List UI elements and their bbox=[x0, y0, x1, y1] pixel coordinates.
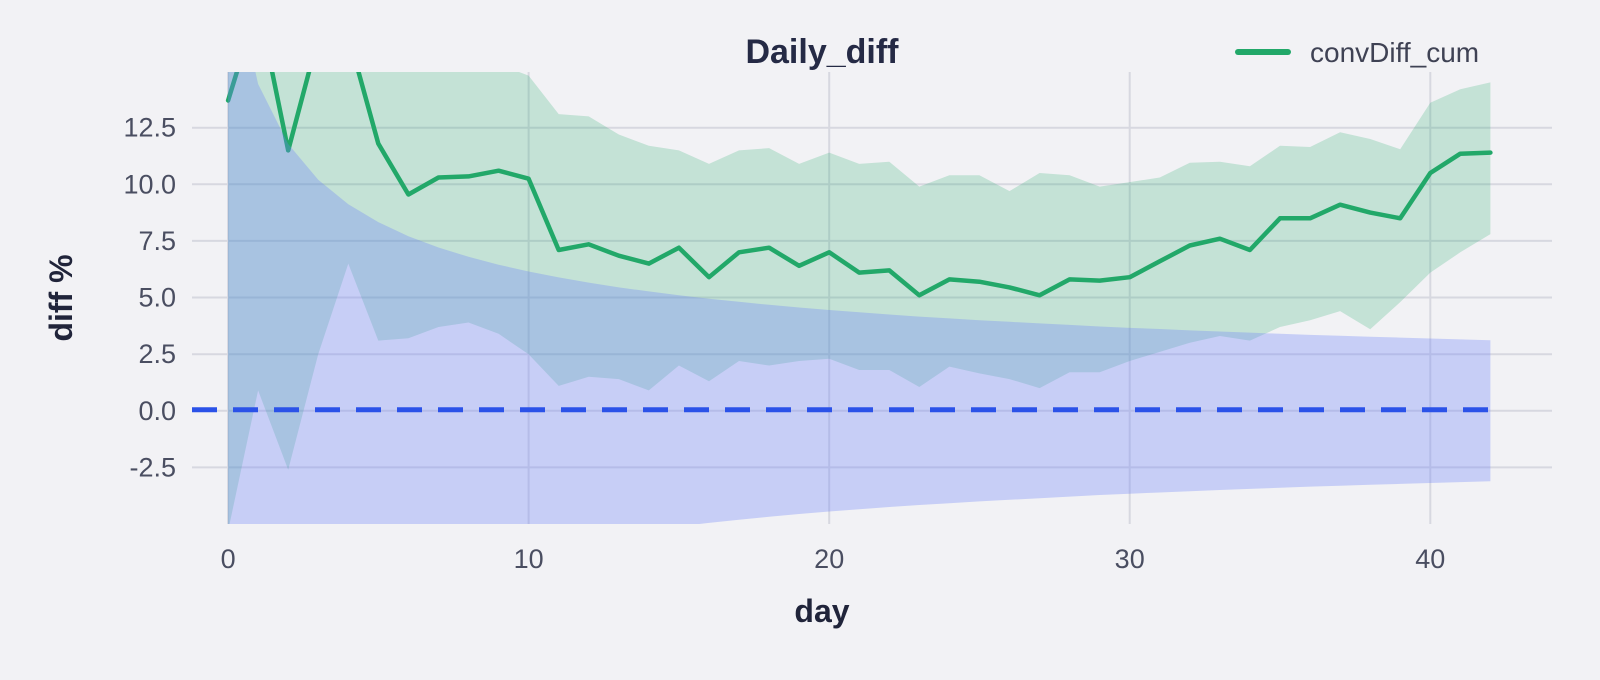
y-tick-label: 7.5 bbox=[138, 226, 176, 256]
plot-area bbox=[192, 72, 1500, 524]
y-tick-label: 2.5 bbox=[138, 339, 176, 369]
legend[interactable]: convDiff_cum bbox=[1235, 37, 1479, 68]
y-tick-label: 0.0 bbox=[138, 396, 176, 426]
convdiff-cum-line bbox=[225, 72, 1493, 298]
y-tick-label: 12.5 bbox=[123, 113, 176, 143]
x-axis-tick-labels: 0 10 20 30 40 bbox=[221, 544, 1446, 574]
y-axis-tick-labels: 12.5 10.0 7.5 5.0 2.5 0.0 -2.5 bbox=[123, 113, 176, 483]
legend-label[interactable]: convDiff_cum bbox=[1310, 37, 1479, 68]
y-tick-label: 5.0 bbox=[138, 283, 176, 313]
y-tick-label: 10.0 bbox=[123, 169, 176, 199]
chart-title: Daily_diff bbox=[745, 33, 899, 71]
x-tick-label: 0 bbox=[221, 544, 236, 574]
x-axis-title: day bbox=[794, 593, 849, 629]
x-tick-label: 10 bbox=[514, 544, 544, 574]
convdiff-confidence-band bbox=[228, 72, 1491, 524]
x-tick-label: 30 bbox=[1115, 544, 1145, 574]
x-tick-label: 40 bbox=[1415, 544, 1445, 574]
y-axis-title: diff % bbox=[43, 254, 79, 341]
y-tick-label: -2.5 bbox=[129, 452, 176, 482]
x-tick-label: 20 bbox=[814, 544, 844, 574]
